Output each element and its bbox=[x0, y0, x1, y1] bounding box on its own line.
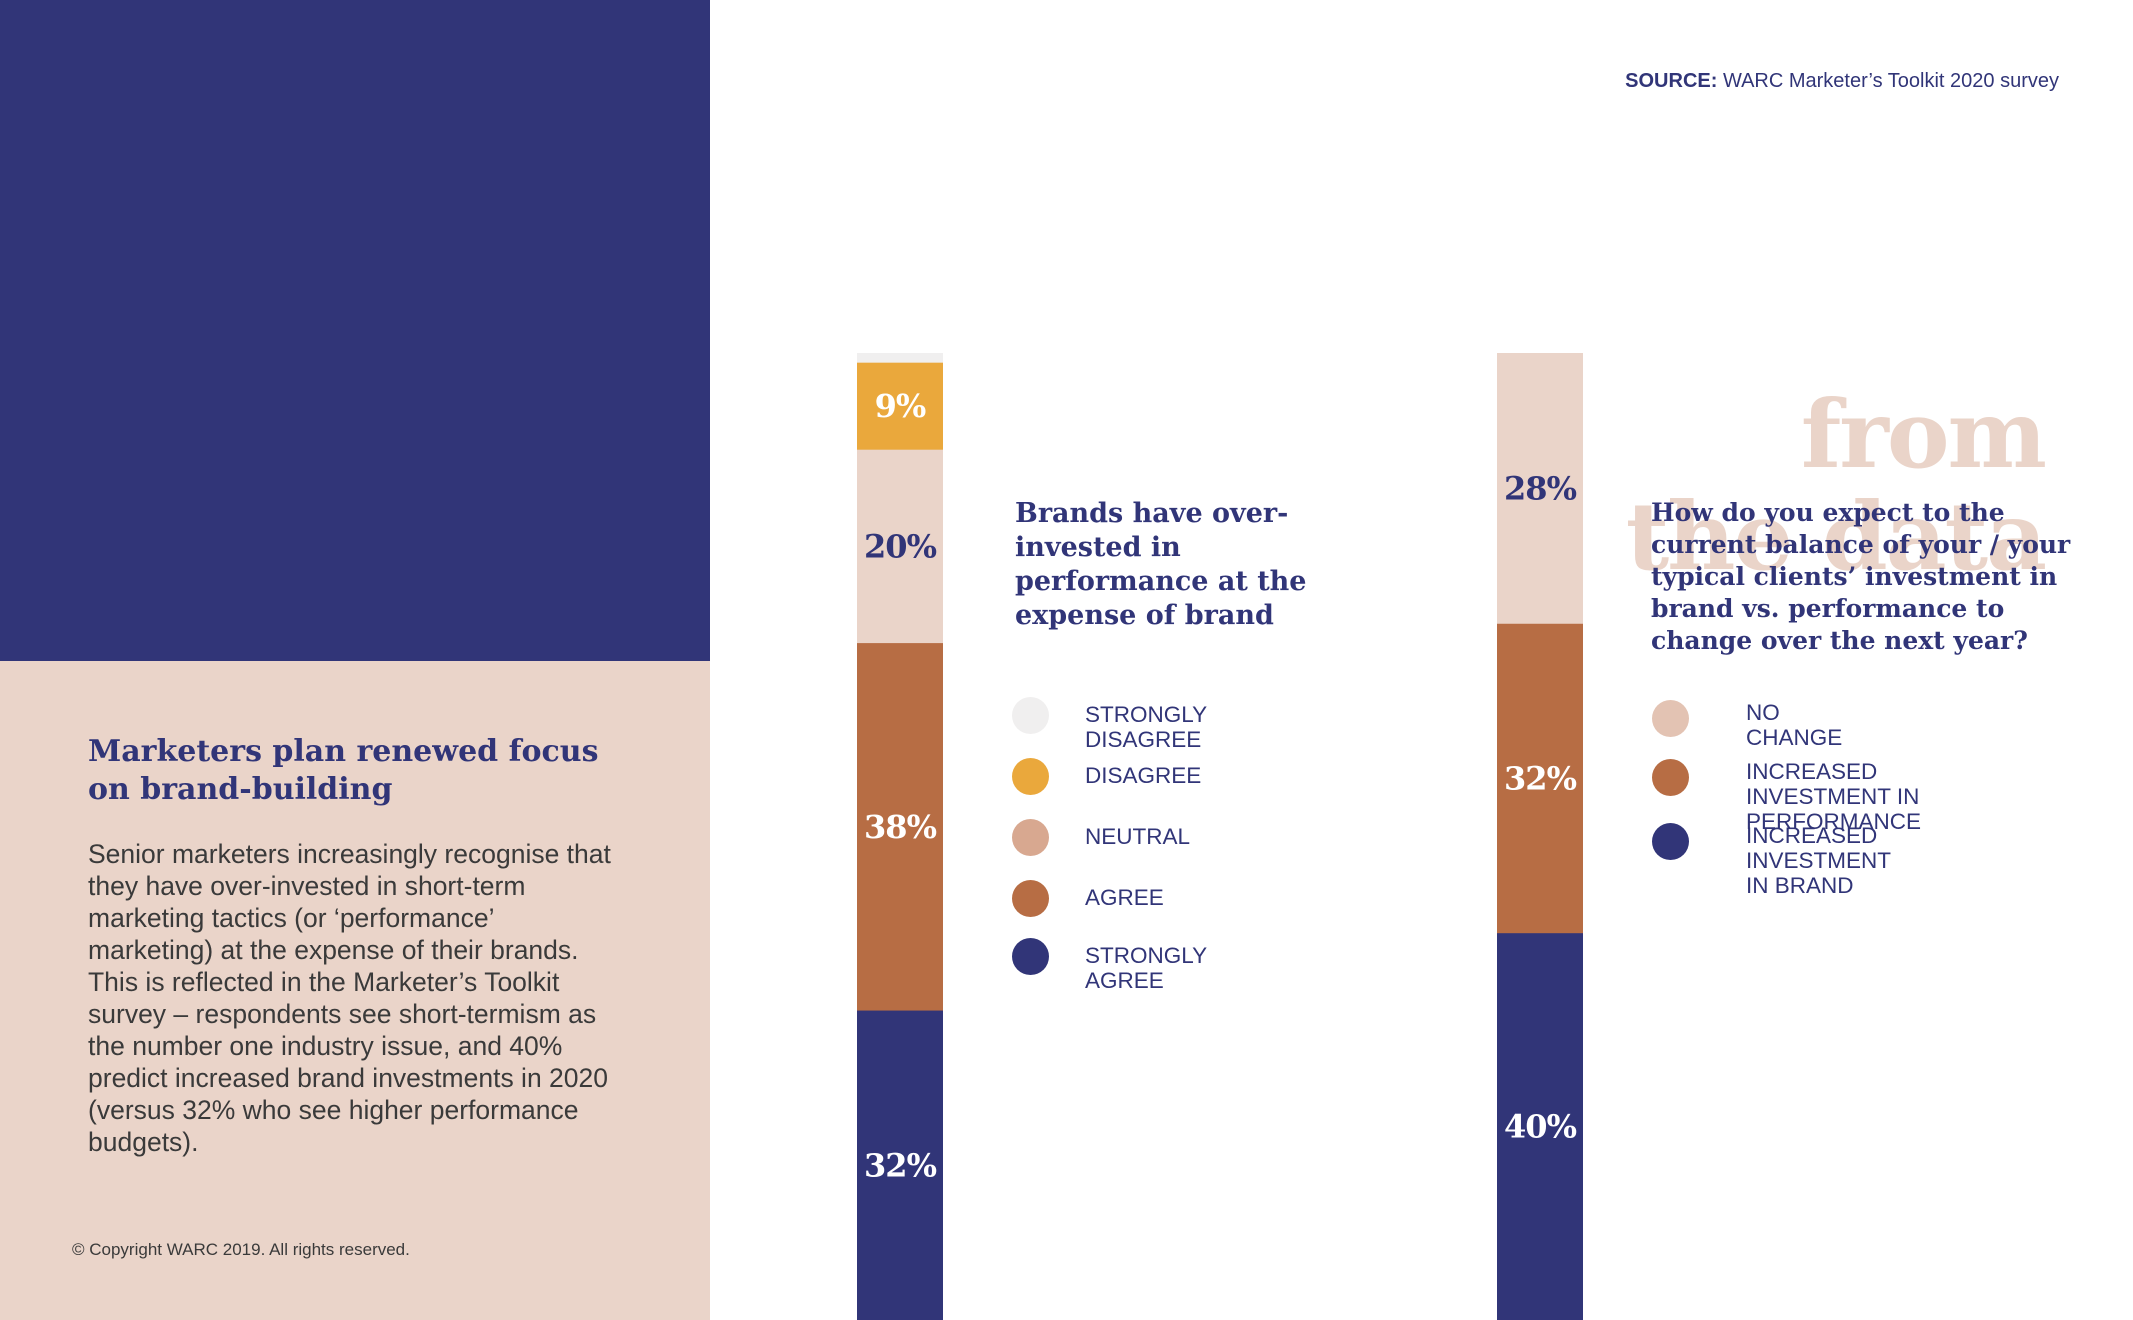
chart-2-legend-item-1: NO CHANGE bbox=[1652, 700, 1842, 750]
chart-1-legend-item-4: AGREE bbox=[1012, 880, 1164, 917]
chart-2-stacked-bar: 28% 32% 40% bbox=[1497, 353, 1583, 1320]
chart-1-data-label-2: 9% bbox=[875, 387, 926, 425]
legend-swatch-icon bbox=[1652, 700, 1689, 737]
summary-body: Senior marketers increasingly recognise … bbox=[88, 839, 611, 1157]
legend-label: AGREE bbox=[1085, 885, 1164, 910]
chart-2-title: How do you expect to the current balance… bbox=[1651, 498, 2071, 655]
source-text: WARC Marketer’s Toolkit 2020 survey bbox=[1717, 70, 2059, 92]
chart-1-bar-segment-1 bbox=[857, 353, 943, 364]
legend-label: NEUTRAL bbox=[1085, 824, 1191, 849]
chart-1-legend-item-5: STRONGLY AGREE bbox=[1012, 938, 1207, 993]
chart-2-bar-segment-3 bbox=[1497, 933, 1583, 1320]
summary-panel bbox=[0, 661, 710, 1320]
legend-label: STRONGLY AGREE bbox=[1085, 943, 1207, 993]
legend-swatch-icon bbox=[1012, 697, 1049, 734]
summary-heading: Marketers plan renewed focus on brand-bu… bbox=[88, 734, 599, 807]
chart-1-legend-item-2: DISAGREE bbox=[1012, 758, 1201, 795]
legend-swatch-icon bbox=[1012, 758, 1049, 795]
chart-1-bar-segment-4 bbox=[857, 643, 943, 1012]
source-note: SOURCE: WARC Marketer’s Toolkit 2020 sur… bbox=[1625, 70, 2059, 93]
chart-1-bar-segment-5 bbox=[857, 1010, 943, 1320]
chart-2-data-label-2: 32% bbox=[1504, 759, 1577, 797]
chart-2-data-label-3: 40% bbox=[1504, 1108, 1577, 1146]
page-title: Themes from the data bbox=[1625, 278, 2047, 592]
legend-label: INCREASED INVESTMENT IN PERFORMANCE bbox=[1746, 759, 1922, 834]
chart-2-legend-item-3: INCREASED INVESTMENT IN BRAND bbox=[1652, 823, 1891, 898]
chart-1-legend-item-1: STRONGLY DISAGREE bbox=[1012, 697, 1207, 752]
chart-1-data-label-4: 38% bbox=[864, 808, 937, 846]
chart-1-legend-item-3: NEUTRAL bbox=[1012, 819, 1190, 856]
chart-1-stacked-bar: 9% 20% 38% 32% bbox=[857, 353, 943, 1320]
legend-swatch-icon bbox=[1652, 823, 1689, 860]
legend-swatch-icon bbox=[1012, 880, 1049, 917]
chart-2-bar-segment-2 bbox=[1497, 623, 1583, 934]
chart-1-bar-segment-2 bbox=[857, 362, 943, 451]
legend-swatch-icon bbox=[1012, 819, 1049, 856]
legend-label: STRONGLY DISAGREE bbox=[1085, 702, 1207, 752]
chart-1-data-label-5: 32% bbox=[864, 1146, 937, 1184]
title-line-1: Themes bbox=[1646, 278, 2047, 388]
chart-1-title: Brands have over-invested in performance… bbox=[1015, 498, 1307, 631]
title-line-2: from bbox=[1800, 380, 2047, 490]
legend-label: INCREASED INVESTMENT IN BRAND bbox=[1746, 823, 1891, 898]
title-panel bbox=[0, 0, 710, 661]
chart-2-legend-item-2: INCREASED INVESTMENT IN PERFORMANCE bbox=[1652, 759, 1921, 834]
chart-2-bar-segment-1 bbox=[1497, 353, 1583, 625]
legend-label: NO CHANGE bbox=[1746, 700, 1843, 750]
copyright-notice: © Copyright WARC 2019. All rights reserv… bbox=[72, 1240, 410, 1259]
chart-1-bar-segment-3 bbox=[857, 449, 943, 644]
legend-label: DISAGREE bbox=[1085, 763, 1202, 788]
title-line-3: the data bbox=[1625, 482, 2047, 592]
legend-swatch-icon bbox=[1652, 759, 1689, 796]
chart-1-data-label-3: 20% bbox=[864, 527, 937, 565]
source-label: SOURCE: bbox=[1625, 70, 1718, 92]
legend-swatch-icon bbox=[1012, 938, 1049, 975]
chart-2-data-label-1: 28% bbox=[1504, 469, 1577, 507]
